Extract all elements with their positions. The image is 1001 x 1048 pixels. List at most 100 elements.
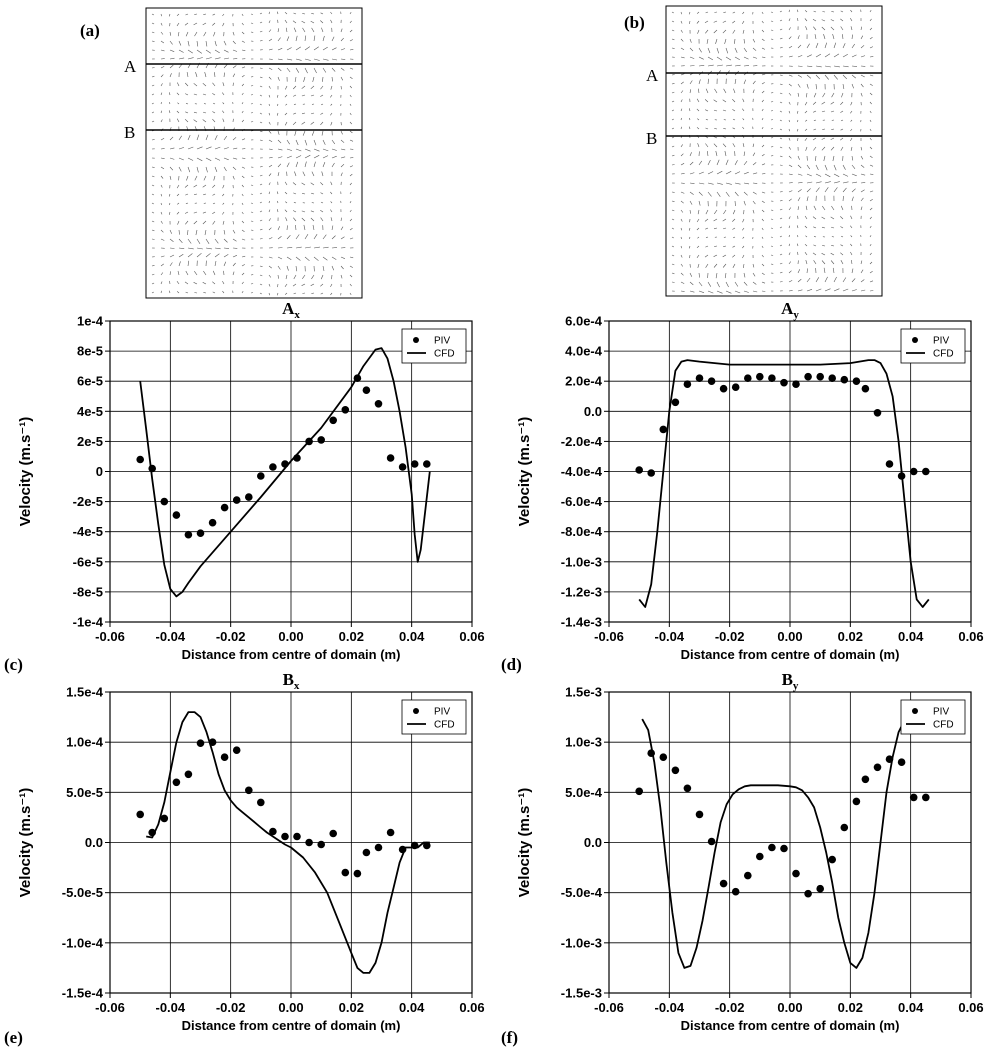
vector-arrow [331,67,336,72]
vector-arrow [689,281,694,286]
vector-arrow [680,11,682,15]
vector-arrow [779,200,783,202]
vector-arrow [232,238,237,242]
vector-arrow [250,184,254,186]
vector-arrow [160,92,163,96]
vector-arrow [160,175,164,179]
vector-arrow [277,265,281,270]
vector-arrow [223,254,229,258]
vector-arrow [850,110,853,114]
piv-point [374,843,383,852]
vector-arrow [202,93,207,96]
vector-arrow [349,283,352,287]
vector-arrow [311,112,315,115]
vector-arrow [840,137,844,141]
vector-arrow [312,224,315,231]
vector-arrow [310,20,315,24]
vector-arrow [151,40,155,42]
vector-arrow [732,218,736,222]
vector-arrow [821,226,826,229]
vector-arrow [725,159,729,166]
vector-arrow [222,211,225,215]
vector-arrow [705,227,709,230]
vector-arrow [842,277,847,283]
vector-arrow [705,127,709,130]
chart-title: By [782,670,799,692]
vector-arrow [752,290,758,293]
vector-arrow [349,218,353,222]
vector-arrow [294,130,297,136]
vector-arrow [671,29,675,32]
vector-arrow [232,220,234,225]
vector-arrow [320,20,324,24]
vector-arrow [779,119,782,122]
piv-point [362,386,371,395]
vector-arrow [815,181,822,184]
vector-arrow [869,261,873,265]
chart-ay: -1.4e-3 -1.2e-3 -1.0e-3 -8.0e-4 -6.0e-4 -4.0e… [516,299,984,662]
vector-arrow [698,56,704,60]
vector-arrow [869,164,874,167]
vector-arrow [707,56,714,61]
vector-arrow [713,143,718,148]
vector-arrow [715,38,718,44]
vector-arrow [732,11,736,14]
vector-arrow [752,152,756,157]
vector-arrow [259,12,263,15]
vector-arrow [268,112,271,116]
vector-arrow [205,166,208,173]
piv-point [683,380,692,389]
vector-arrow [349,201,352,204]
vector-arrow [178,40,182,46]
vector-arrow [860,197,864,202]
vector-arrow [830,110,835,113]
vector-arrow [842,43,846,49]
vector-arrow [177,31,180,37]
vector-arrow [151,31,155,34]
vector-arrow [688,245,691,249]
vector-arrow [722,143,727,148]
vector-arrow [752,56,758,59]
vector-arrow [705,236,709,238]
vector-arrow [259,283,263,286]
vector-arrow [313,246,320,249]
vector-arrow [322,246,329,249]
vector-arrow [752,38,756,43]
vector-arrow [812,252,817,256]
vector-arrow [860,92,863,97]
y-tick-label: 1.5e-3 [565,685,602,700]
piv-point [374,400,383,408]
vector-arrow [222,102,225,105]
vector-arrow [340,156,346,159]
vector-arrow [869,56,874,58]
vector-arrow [169,238,174,242]
vector-arrow [806,65,813,67]
vector-arrow [268,227,272,231]
vector-arrow [320,283,324,287]
vector-arrow [715,150,718,157]
vector-arrow [349,209,352,213]
vector-arrow [301,20,306,24]
y-tick-label: 6.0e-4 [565,314,603,329]
vector-arrow [680,56,685,59]
piv-point [744,871,752,880]
vector-arrow [193,220,198,225]
vector-arrow [806,196,809,202]
vector-arrow [349,112,352,116]
vector-arrow [212,202,216,205]
vector-arrow [788,164,793,167]
vector-arrow [797,92,800,97]
vector-arrow [311,27,315,33]
vector-arrow [714,128,718,130]
vector-arrow [821,110,826,113]
vector-arrow [869,225,872,229]
vector-arrow [752,172,758,175]
vector-arrow [204,229,207,236]
y-axis-label: Velocity (m.s⁻¹) [516,788,533,898]
vector-arrow [850,128,853,132]
vector-arrow [732,254,736,258]
vector-arrow [160,13,162,17]
vector-arrow [177,220,180,225]
vector-arrow [689,38,692,43]
vector-arrow [788,207,792,211]
